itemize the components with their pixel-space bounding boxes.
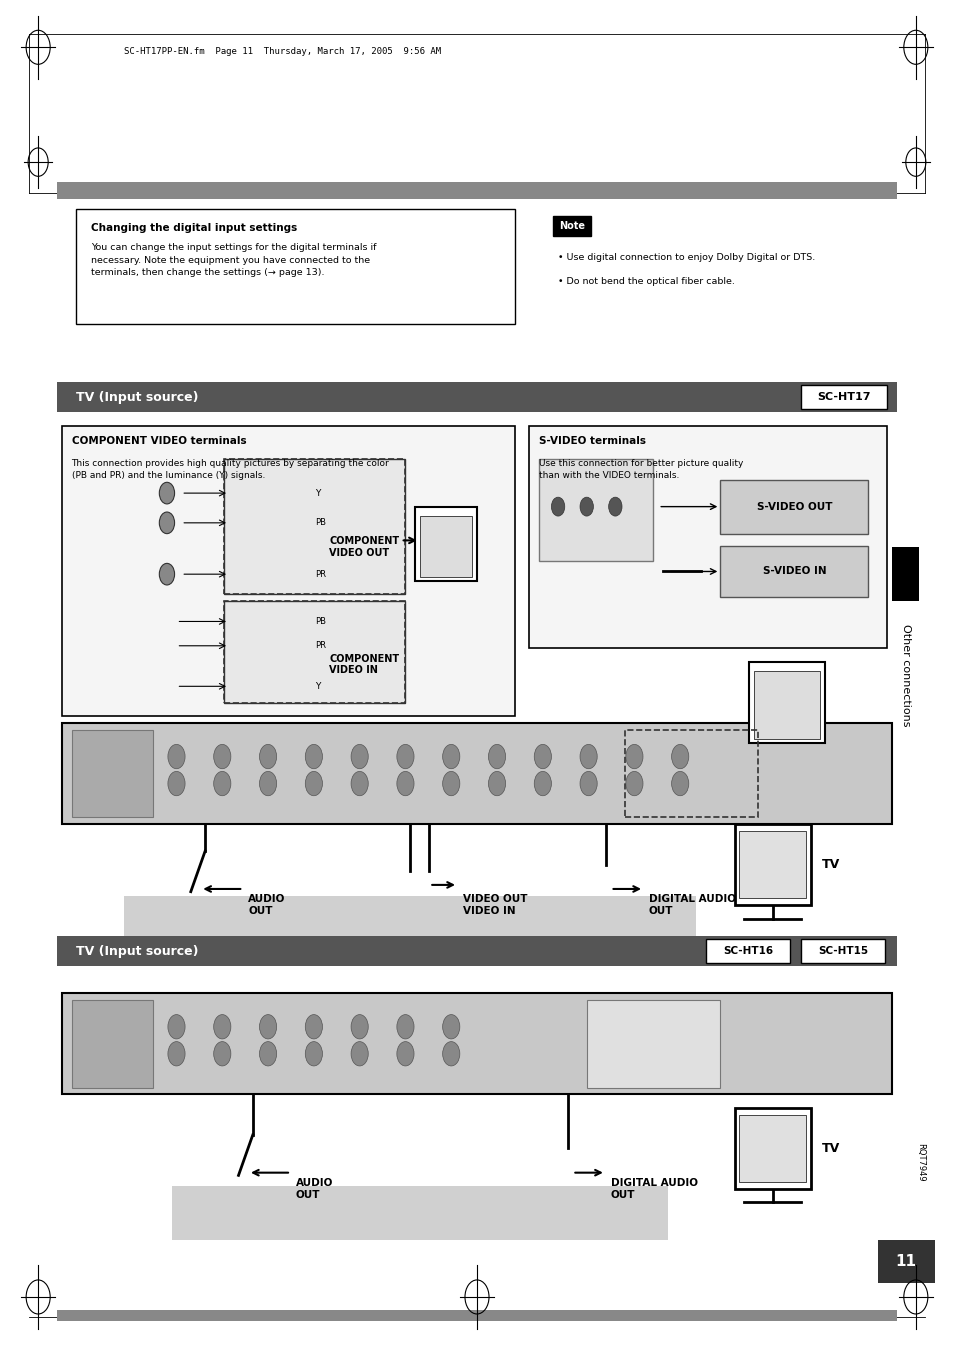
- Circle shape: [534, 744, 551, 769]
- Text: SC-HT17: SC-HT17: [817, 392, 870, 403]
- Circle shape: [259, 1015, 276, 1039]
- Text: SC-HT17PP-EN.fm  Page 11  Thursday, March 17, 2005  9:56 AM: SC-HT17PP-EN.fm Page 11 Thursday, March …: [124, 47, 440, 55]
- Circle shape: [625, 771, 642, 796]
- Text: Y: Y: [314, 682, 320, 690]
- FancyBboxPatch shape: [224, 601, 405, 703]
- Text: • Do not bend the optical fiber cable.: • Do not bend the optical fiber cable.: [558, 277, 734, 286]
- Circle shape: [351, 1042, 368, 1066]
- Text: You can change the input settings for the digital terminals if
necessary. Note t: You can change the input settings for th…: [91, 243, 375, 277]
- Circle shape: [625, 744, 642, 769]
- FancyBboxPatch shape: [586, 1000, 720, 1088]
- Circle shape: [579, 744, 597, 769]
- FancyBboxPatch shape: [224, 459, 405, 594]
- FancyBboxPatch shape: [801, 939, 884, 963]
- Circle shape: [213, 1042, 231, 1066]
- FancyBboxPatch shape: [734, 1108, 810, 1189]
- Circle shape: [351, 1015, 368, 1039]
- FancyBboxPatch shape: [62, 723, 891, 824]
- Text: TV (Input source): TV (Input source): [76, 390, 198, 404]
- Text: Note: Note: [558, 220, 585, 231]
- Circle shape: [902, 14, 950, 81]
- FancyBboxPatch shape: [553, 216, 591, 236]
- FancyBboxPatch shape: [62, 993, 891, 1094]
- Circle shape: [305, 744, 322, 769]
- Text: PB: PB: [314, 617, 326, 626]
- FancyBboxPatch shape: [538, 459, 653, 561]
- Text: SC-HT16: SC-HT16: [722, 946, 772, 957]
- FancyBboxPatch shape: [76, 209, 515, 324]
- FancyBboxPatch shape: [57, 1310, 896, 1321]
- Text: Y: Y: [314, 489, 320, 497]
- Circle shape: [159, 563, 174, 585]
- FancyBboxPatch shape: [891, 547, 918, 601]
- Text: AUDIO
OUT: AUDIO OUT: [248, 894, 285, 916]
- FancyBboxPatch shape: [720, 480, 867, 534]
- FancyBboxPatch shape: [124, 896, 696, 952]
- FancyBboxPatch shape: [57, 936, 896, 966]
- FancyBboxPatch shape: [57, 382, 896, 412]
- Text: S-VIDEO terminals: S-VIDEO terminals: [538, 436, 645, 446]
- Circle shape: [259, 771, 276, 796]
- FancyBboxPatch shape: [739, 1115, 805, 1182]
- Circle shape: [168, 1015, 185, 1039]
- FancyBboxPatch shape: [720, 546, 867, 597]
- Text: AUDIO
OUT: AUDIO OUT: [295, 1178, 333, 1200]
- Circle shape: [351, 771, 368, 796]
- Text: VIDEO OUT
VIDEO IN: VIDEO OUT VIDEO IN: [462, 894, 527, 916]
- Text: • Use digital connection to enjoy Dolby Digital or DTS.: • Use digital connection to enjoy Dolby …: [558, 253, 815, 262]
- Circle shape: [305, 1015, 322, 1039]
- Text: COMPONENT VIDEO terminals: COMPONENT VIDEO terminals: [71, 436, 246, 446]
- Circle shape: [488, 771, 505, 796]
- Circle shape: [3, 14, 51, 81]
- Text: PB: PB: [314, 519, 326, 527]
- Circle shape: [168, 771, 185, 796]
- Circle shape: [259, 1042, 276, 1066]
- Text: TV: TV: [821, 858, 840, 871]
- Text: SC-HT15: SC-HT15: [818, 946, 867, 957]
- Circle shape: [159, 482, 174, 504]
- Circle shape: [351, 744, 368, 769]
- Circle shape: [551, 497, 564, 516]
- Text: This connection provides high quality pictures by separating the color
(PB and P: This connection provides high quality pi…: [71, 459, 389, 480]
- FancyBboxPatch shape: [529, 426, 886, 648]
- Circle shape: [3, 1263, 51, 1331]
- FancyBboxPatch shape: [415, 507, 476, 581]
- Circle shape: [396, 1042, 414, 1066]
- Circle shape: [259, 744, 276, 769]
- Text: PR: PR: [314, 642, 326, 650]
- Circle shape: [902, 1263, 950, 1331]
- FancyBboxPatch shape: [753, 671, 820, 739]
- Text: COMPONENT
VIDEO IN: COMPONENT VIDEO IN: [329, 654, 399, 676]
- Text: 11: 11: [895, 1254, 916, 1270]
- Text: DIGITAL AUDIO
OUT: DIGITAL AUDIO OUT: [648, 894, 735, 916]
- Circle shape: [396, 744, 414, 769]
- FancyBboxPatch shape: [71, 730, 152, 817]
- Circle shape: [671, 744, 688, 769]
- Circle shape: [168, 1042, 185, 1066]
- FancyBboxPatch shape: [734, 824, 810, 905]
- Circle shape: [213, 744, 231, 769]
- Circle shape: [159, 512, 174, 534]
- Text: S-VIDEO IN: S-VIDEO IN: [762, 566, 825, 577]
- Circle shape: [396, 1015, 414, 1039]
- Circle shape: [442, 744, 459, 769]
- Circle shape: [442, 1042, 459, 1066]
- Circle shape: [579, 497, 593, 516]
- Circle shape: [168, 744, 185, 769]
- FancyBboxPatch shape: [705, 939, 789, 963]
- Text: Other connections: Other connections: [901, 624, 910, 727]
- FancyBboxPatch shape: [172, 1186, 667, 1240]
- Circle shape: [442, 771, 459, 796]
- Circle shape: [396, 771, 414, 796]
- Text: DIGITAL AUDIO
OUT: DIGITAL AUDIO OUT: [610, 1178, 697, 1200]
- FancyBboxPatch shape: [739, 831, 805, 898]
- Circle shape: [534, 771, 551, 796]
- FancyBboxPatch shape: [801, 385, 886, 409]
- Circle shape: [608, 497, 621, 516]
- Circle shape: [305, 771, 322, 796]
- Text: Use this connection for better picture quality
than with the VIDEO terminals.: Use this connection for better picture q…: [538, 459, 742, 480]
- Text: Changing the digital input settings: Changing the digital input settings: [91, 223, 296, 232]
- Circle shape: [488, 744, 505, 769]
- FancyBboxPatch shape: [419, 516, 472, 577]
